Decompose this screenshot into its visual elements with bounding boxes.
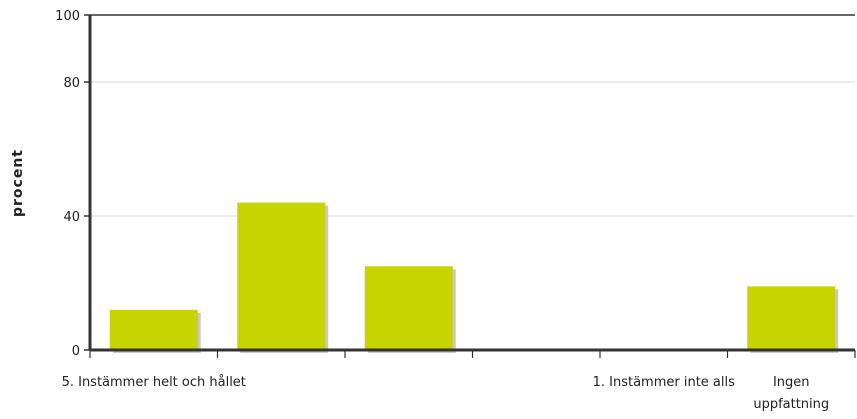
y-tick-label: 40 bbox=[63, 210, 80, 225]
x-tick-label: Ingen bbox=[773, 375, 810, 390]
y-axis-title: procent bbox=[10, 149, 26, 217]
bar bbox=[747, 286, 836, 350]
grid-lines bbox=[90, 14, 855, 217]
axes bbox=[84, 14, 856, 358]
bar bbox=[364, 266, 453, 350]
x-tick-label: 5. Instämmer helt och hållet bbox=[62, 375, 246, 390]
y-tick-label: 100 bbox=[55, 9, 80, 24]
x-tick-label: 1. Instämmer inte alls bbox=[593, 375, 736, 390]
bar bbox=[109, 309, 198, 350]
labels: 0 40 80 100 5. Instämmer helt och hållet 1. I… bbox=[55, 9, 829, 412]
x-tick-label: uppfattning bbox=[753, 397, 829, 412]
y-tick-label: 0 bbox=[72, 344, 80, 359]
bars bbox=[109, 202, 839, 353]
bar bbox=[237, 202, 326, 350]
y-tick-label: 80 bbox=[63, 76, 80, 91]
